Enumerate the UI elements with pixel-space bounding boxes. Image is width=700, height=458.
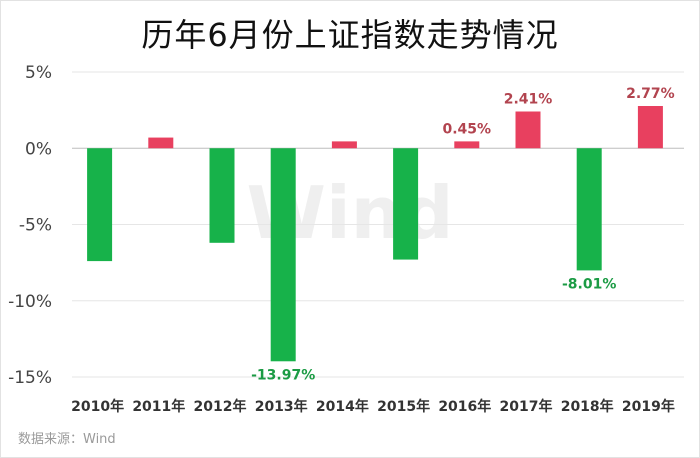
x-tick-label: 2010年 bbox=[71, 398, 124, 415]
data-label: -13.97% bbox=[251, 367, 315, 383]
data-label: 0.45% bbox=[443, 121, 492, 137]
data-label: 2.41% bbox=[504, 91, 553, 107]
bar bbox=[270, 148, 296, 362]
bar bbox=[515, 111, 541, 149]
data-labels: -13.97% 0.45% 2.41% -8.01% 2.77% bbox=[251, 86, 675, 383]
y-tick-label: 5% bbox=[25, 63, 52, 83]
x-tick-label: 2016年 bbox=[438, 398, 491, 415]
bar bbox=[393, 148, 419, 260]
data-label: -8.01% bbox=[562, 276, 616, 292]
y-tick-label: -10% bbox=[8, 292, 52, 312]
bar bbox=[87, 148, 113, 262]
x-axis: 2010年 2011年 2012年 2013年 2014年 2015年 2016年 2017年… bbox=[71, 398, 675, 415]
x-tick-label: 2017年 bbox=[500, 398, 553, 415]
data-label: 2.77% bbox=[626, 86, 675, 102]
source-note: 数据来源：Wind bbox=[18, 432, 116, 447]
x-tick-label: 2014年 bbox=[316, 398, 369, 415]
x-tick-label: 2019年 bbox=[622, 398, 675, 415]
x-tick-label: 2013年 bbox=[255, 398, 308, 415]
x-tick-label: 2011年 bbox=[132, 398, 185, 415]
bar bbox=[576, 148, 602, 271]
x-tick-label: 2018年 bbox=[561, 398, 614, 415]
bar bbox=[454, 141, 480, 149]
x-tick-label: 2015年 bbox=[377, 398, 430, 415]
bar bbox=[148, 137, 174, 149]
y-tick-label: -5% bbox=[19, 216, 52, 236]
chart-title: 历年6月份上证指数走势情况 bbox=[141, 16, 559, 54]
y-axis: 5% 0% -5% -10% -15% bbox=[8, 63, 52, 388]
bar bbox=[331, 141, 357, 149]
y-tick-label: -15% bbox=[8, 368, 52, 388]
x-tick-label: 2012年 bbox=[194, 398, 247, 415]
bars bbox=[87, 106, 663, 362]
bar bbox=[637, 106, 663, 149]
bar bbox=[209, 148, 235, 243]
y-tick-label: 0% bbox=[25, 139, 52, 159]
